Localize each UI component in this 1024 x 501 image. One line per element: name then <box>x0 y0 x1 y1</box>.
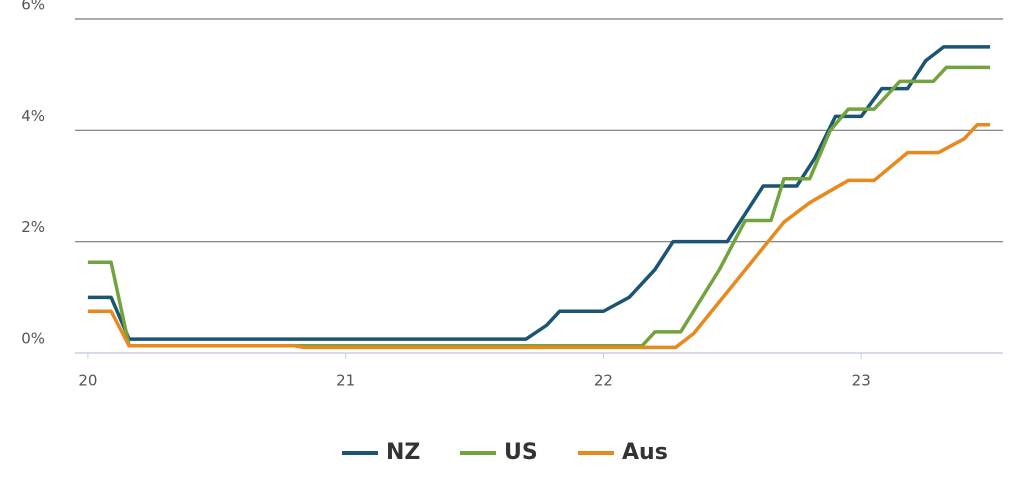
x-tick-label: 20 <box>78 372 97 390</box>
legend-label: NZ <box>386 440 420 465</box>
legend-label: US <box>504 440 538 465</box>
y-tick-label: 6% <box>21 0 45 14</box>
x-tick-label: 21 <box>336 372 355 390</box>
y-tick-label: 4% <box>21 107 45 125</box>
line-series <box>87 45 991 341</box>
line-series <box>87 123 991 350</box>
y-tick-label: 2% <box>21 218 45 236</box>
x-tick-label: 22 <box>594 372 613 390</box>
line-series <box>87 65 991 348</box>
x-tick-label: 23 <box>852 372 871 390</box>
legend-label: Aus <box>622 440 668 465</box>
y-tick-label: 0% <box>21 330 45 348</box>
